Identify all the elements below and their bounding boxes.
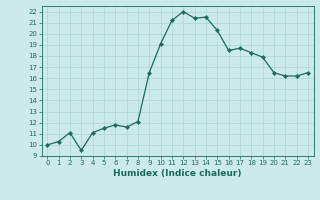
X-axis label: Humidex (Indice chaleur): Humidex (Indice chaleur) [113,169,242,178]
